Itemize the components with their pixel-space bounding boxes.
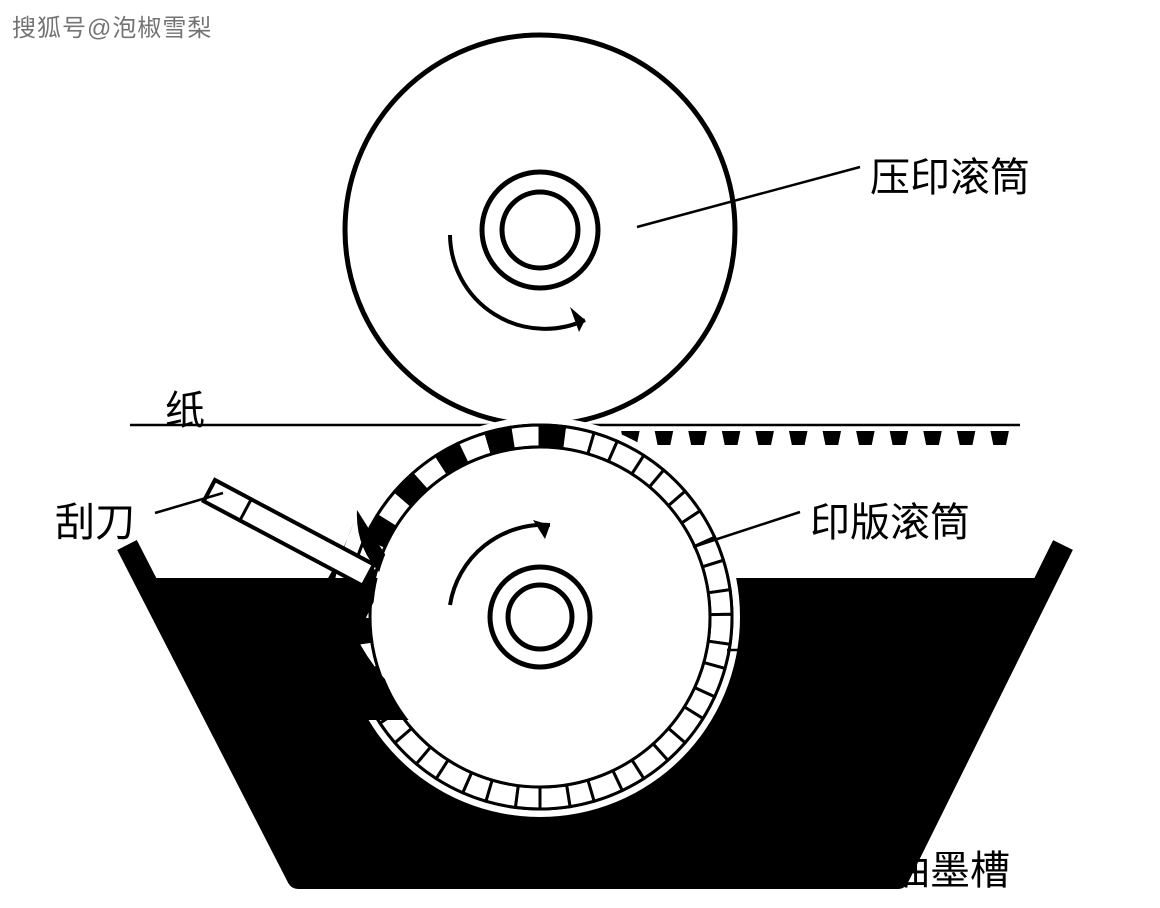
label-doctor-blade: 刮刀 — [55, 490, 135, 548]
label-impression-cylinder: 压印滚筒 — [870, 145, 1030, 203]
impression-cylinder-ring-inner — [502, 192, 578, 268]
watermark-text: 搜狐号@泡椒雪梨 — [12, 8, 212, 43]
diagram-svg — [0, 0, 1160, 908]
doctor-blade — [204, 480, 374, 586]
label-paper: 纸 — [165, 378, 205, 436]
gravure-printing-diagram: 搜狐号@泡椒雪梨 — [0, 0, 1160, 908]
label-mesh-hole: 网孔 — [870, 625, 950, 683]
label-plate-cylinder: 印版滚筒 — [810, 490, 970, 548]
label-ink-trough: 油墨槽 — [890, 838, 1010, 896]
plate-cylinder-ring-inner — [508, 585, 572, 649]
